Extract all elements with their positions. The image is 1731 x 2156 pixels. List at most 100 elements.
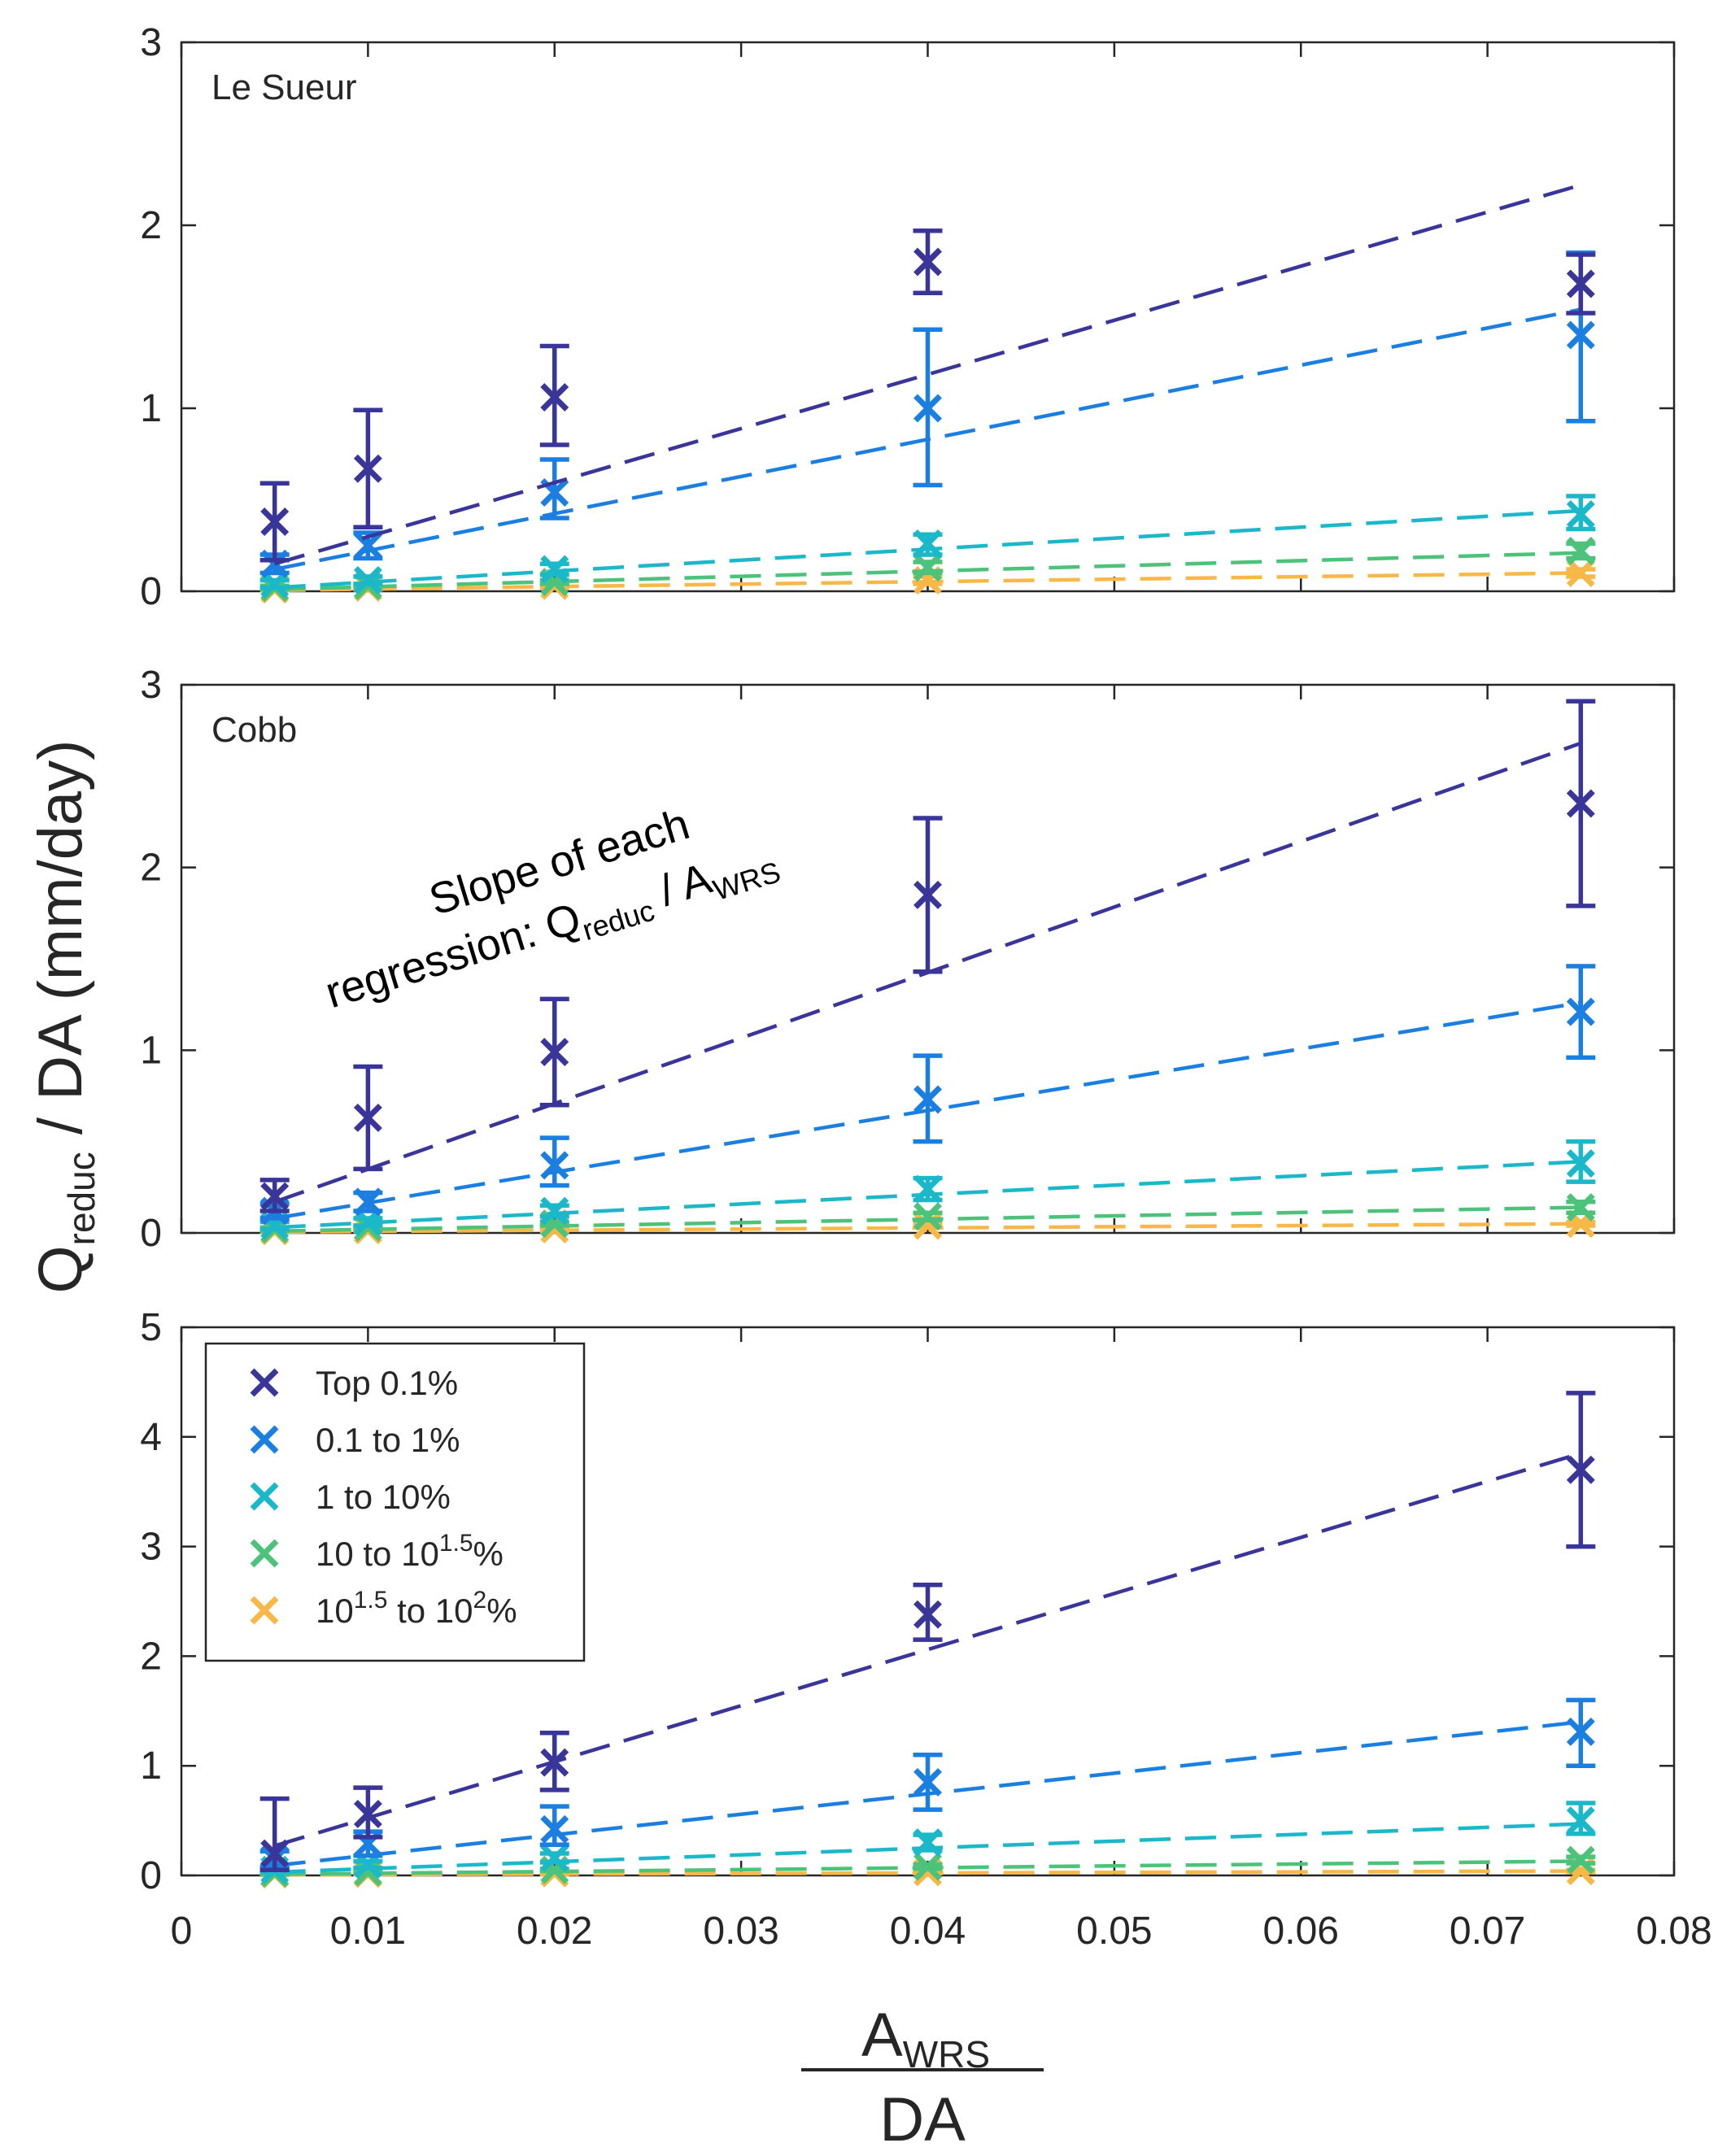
legend-label-4-mid: to 10: [387, 1592, 473, 1630]
data-point-0-stroke-b: [260, 1182, 290, 1211]
legend-label-4-sup: 1.5: [354, 1587, 388, 1614]
data-point-4-stroke-b: [1566, 320, 1595, 350]
data-point-2-stroke-b: [540, 1038, 569, 1067]
legend-label-1: 0.1 to 1%: [316, 1421, 460, 1459]
data-point-4-stroke-b: [1566, 269, 1595, 298]
data-point-3: [913, 1085, 942, 1114]
legend-marker-1-stroke-b: [250, 1425, 279, 1454]
y-axis-title: Qreduc / DA (mm/day): [26, 740, 102, 1294]
legend-label-2: 1 to 10%: [316, 1478, 451, 1516]
data-point-3-stroke-b: [913, 1202, 942, 1231]
data-point-4: [1566, 1717, 1595, 1746]
data-point-2: [540, 1814, 569, 1844]
data-point-3: [913, 529, 942, 558]
x-tick-labels: 0 0.01 0.02 0.03 0.04 0.05 0.06 0.07 0.08: [171, 1910, 1712, 1953]
data-point-4-stroke-b: [1566, 1717, 1595, 1746]
legend-label-3-a: 10 to 10: [316, 1535, 439, 1573]
data-point-0-stroke-b: [260, 507, 290, 536]
y-tick-label-3: 3: [140, 664, 162, 707]
data-point-4-stroke-b: [1566, 500, 1595, 529]
data-point-2-stroke-b: [540, 383, 569, 412]
data-point-3: [913, 880, 942, 909]
series-1: [259, 250, 1596, 578]
legend-marker-1: [250, 1425, 279, 1454]
data-point-4: [1566, 500, 1595, 529]
data-point-3-stroke-b: [913, 529, 942, 558]
data-point-3-stroke-b: [913, 1174, 942, 1204]
data-point-3-stroke-b: [913, 880, 942, 909]
data-point-2-stroke-b: [540, 1814, 569, 1844]
legend-label-3-sup: 1.5: [439, 1530, 473, 1557]
legend-marker-2: [250, 1482, 279, 1511]
x-tick-label-0: 0: [171, 1910, 193, 1953]
data-point-4: [1566, 559, 1595, 587]
data-point-2: [540, 1151, 569, 1180]
x-tick-label-5: 0.05: [1076, 1910, 1152, 1953]
y-tick-label-2: 2: [140, 847, 162, 890]
x-tick-label-6: 0.06: [1263, 1910, 1339, 1953]
data-point-3: [913, 1202, 942, 1231]
data-point-3: [913, 1600, 942, 1629]
y-tick-label-0: 0: [140, 570, 162, 613]
axes-box: [180, 41, 1676, 593]
data-point-1-stroke-b: [353, 1187, 382, 1217]
data-point-1-stroke-b: [353, 1858, 382, 1887]
legend-marker-0-stroke-b: [250, 1368, 279, 1397]
x-axis-title-denominator: DA: [879, 2085, 966, 2154]
data-point-3-stroke-b: [913, 1085, 942, 1114]
data-point-4: [1566, 1845, 1595, 1875]
y-tick-label-0: 0: [140, 1854, 162, 1897]
data-point-1-stroke-b: [353, 454, 382, 483]
data-point-2-stroke-b: [540, 1843, 569, 1872]
data-point-4-stroke-b: [1566, 1149, 1595, 1178]
y-tick-label-4: 4: [140, 1416, 162, 1459]
legend-marker-2-stroke-b: [250, 1482, 279, 1511]
legend-marker-3: [250, 1539, 279, 1568]
data-point-2-stroke-b: [540, 555, 569, 584]
x-tick-label-4: 0.04: [890, 1910, 966, 1953]
x-tick-label-1: 0.01: [330, 1910, 406, 1953]
series-0: [259, 699, 1596, 1213]
legend-label-3-post: %: [473, 1535, 504, 1573]
data-point-4: [1566, 1806, 1595, 1836]
data-point-4-stroke-b: [1566, 537, 1595, 565]
data-point-3-stroke-b: [913, 553, 942, 582]
x-tick-label-7: 0.07: [1450, 1910, 1525, 1953]
legend-label-4-a: 10: [316, 1592, 354, 1630]
data-point-4-stroke-b: [1566, 997, 1595, 1026]
data-point-3: [913, 1852, 942, 1881]
data-point-4-stroke-b: [1566, 789, 1595, 818]
data-point-1-stroke-b: [353, 1103, 382, 1132]
data-point-1: [353, 1800, 382, 1828]
data-point-2-stroke-b: [540, 1196, 569, 1226]
data-point-2-stroke-b: [540, 1151, 569, 1180]
data-point-3-stroke-b: [913, 1767, 942, 1797]
panel-le-sueur: 0 1 2 3 Le Sueur: [140, 21, 1676, 613]
y-tick-label-0: 0: [140, 1212, 162, 1255]
data-point-1: [353, 1103, 382, 1132]
data-point-2: [540, 1038, 569, 1067]
y-tick-label-5: 5: [140, 1306, 162, 1349]
data-point-1: [353, 454, 382, 483]
data-point-3: [913, 1767, 942, 1797]
x-tick-label-8: 0.08: [1636, 1910, 1711, 1953]
data-point-4-stroke-b: [1566, 1845, 1595, 1875]
y-tick-label-2: 2: [140, 204, 162, 247]
legend-marker-0: [250, 1368, 279, 1397]
data-point-4: [1566, 1149, 1595, 1178]
legend-marker-4-stroke-b: [250, 1596, 279, 1625]
series-0: [259, 1391, 1596, 1873]
data-point-4: [1566, 320, 1595, 350]
data-point-3: [913, 1174, 942, 1204]
legend-label-0: Top 0.1%: [316, 1364, 458, 1402]
data-point-1-stroke-b: [353, 531, 382, 560]
legend-label-3: 10 to 101.5%: [316, 1530, 504, 1573]
data-point-3: [913, 553, 942, 582]
y-tick-label-1: 1: [140, 1029, 162, 1072]
legend-marker-3-stroke-b: [250, 1539, 279, 1568]
series-2: [259, 494, 1596, 599]
legend-label-4-post: %: [486, 1592, 517, 1630]
data-point-0: [260, 1839, 290, 1868]
data-point-2: [540, 1843, 569, 1872]
slope-annotation: Slope of each regression: Qreduc / AWRS: [303, 778, 784, 1024]
